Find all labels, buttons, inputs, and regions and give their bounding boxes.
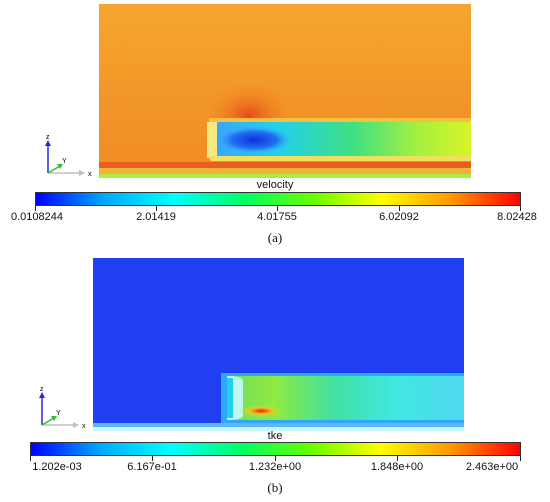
colorbar-tick xyxy=(275,456,276,461)
field-name-tke: tke xyxy=(267,430,283,442)
axis-z-label-b: z xyxy=(40,386,44,393)
colorbar-tick xyxy=(399,206,400,211)
colorbar-tick-label: 1.848e+00 xyxy=(370,461,424,473)
colorbar-tick-label: 8.02428 xyxy=(497,211,537,223)
axis-x-label-b: x xyxy=(82,423,86,430)
caption-a: (a) xyxy=(267,230,283,245)
colorbar-tick xyxy=(520,456,521,461)
colorbar-a xyxy=(35,192,521,206)
tke-contour-plot xyxy=(93,258,464,431)
axis-triad-b-svg: z Y x xyxy=(39,386,86,430)
caption-b: (b) xyxy=(267,480,283,495)
colorbar-tick-label: 1.202e-03 xyxy=(32,461,82,473)
axis-z-label-a: z xyxy=(46,134,50,141)
velocity-contour-svg xyxy=(99,4,471,178)
colorbar-ticks-a xyxy=(35,206,521,212)
panel-b: z Y x tke 1.202e-03 6.167e-01 1.232e+00 … xyxy=(0,250,550,502)
tke-contour-svg xyxy=(93,258,464,431)
colorbar-tick-label: 0.0108244 xyxy=(11,211,63,223)
axis-triad-b: z Y x xyxy=(32,385,92,435)
colorbar-tick-label: 4.01755 xyxy=(257,211,297,223)
velocity-contour-plot xyxy=(99,4,471,178)
colorbar-b xyxy=(30,442,521,456)
colorbar-ticks-b xyxy=(30,456,521,462)
axis-x-label-a: x xyxy=(88,171,92,178)
axis-y-label-b: Y xyxy=(56,410,61,417)
colorbar-tick xyxy=(35,206,36,211)
colorbar-tick xyxy=(397,456,398,461)
colorbar-tick xyxy=(156,206,157,211)
colorbar-tick xyxy=(520,206,521,211)
field-name-velocity: velocity xyxy=(256,179,294,191)
colorbar-tick xyxy=(152,456,153,461)
colorbar-tick xyxy=(277,206,278,211)
colorbar-tick-label: 2.463e+00 xyxy=(465,461,519,473)
colorbar-tick-labels-b: 1.202e-03 6.167e-01 1.232e+00 1.848e+00 … xyxy=(30,461,521,475)
colorbar-tick-label: 6.02092 xyxy=(379,211,419,223)
panel-a: z Y x velocity 0.0108244 2.01419 4.01755… xyxy=(0,0,550,250)
axis-triad-a-svg: z Y x xyxy=(45,134,92,178)
colorbar-tick-label: 1.232e+00 xyxy=(248,461,302,473)
axis-y-label-a: Y xyxy=(62,158,67,165)
colorbar-tick-labels-a: 0.0108244 2.01419 4.01755 6.02092 8.0242… xyxy=(11,211,537,225)
axis-triad-a: z Y x xyxy=(38,133,98,183)
colorbar-tick-label: 2.01419 xyxy=(136,211,176,223)
colorbar-tick xyxy=(30,456,31,461)
colorbar-tick-label: 6.167e-01 xyxy=(127,461,177,473)
